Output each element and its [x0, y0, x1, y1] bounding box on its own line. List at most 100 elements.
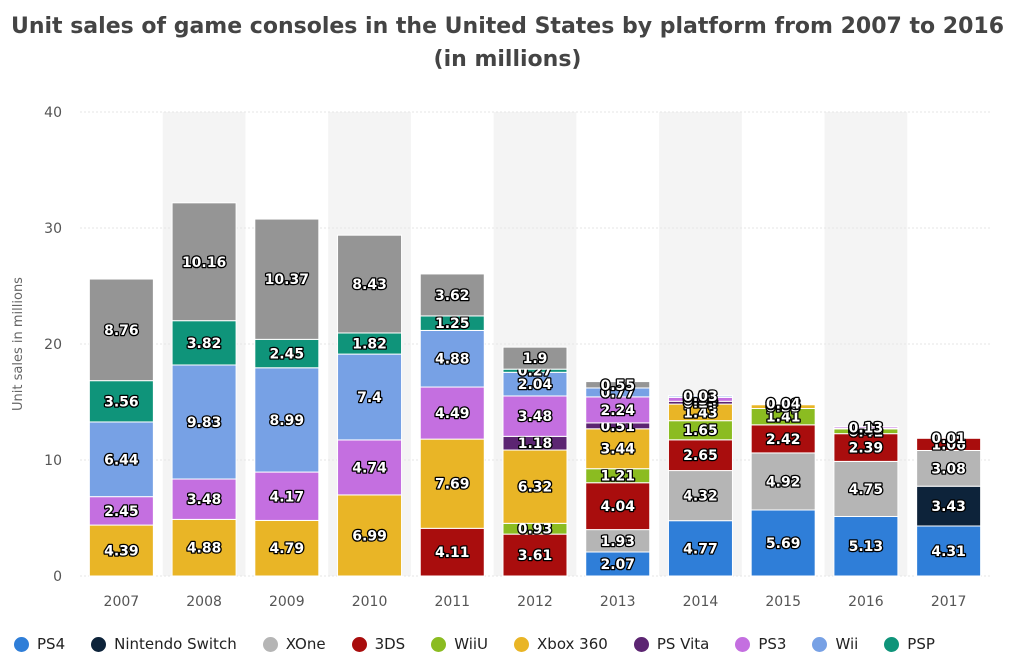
x-tick-label: 2008 [186, 594, 222, 610]
data-label: 0.13 [849, 420, 884, 436]
bar-segment [419, 527, 485, 577]
data-label: 0.77 [600, 385, 635, 401]
legend-swatch-icon [262, 636, 278, 652]
legend-item[interactable]: Xbox 360 [514, 635, 608, 653]
data-label: 5.69 [766, 536, 801, 552]
legend-item[interactable]: Wii [812, 635, 858, 653]
bar-segment [833, 426, 899, 429]
bar-segment [88, 380, 154, 423]
bar-segment [833, 515, 899, 577]
legend-swatch-icon [884, 636, 900, 652]
data-label: 4.17 [270, 489, 305, 505]
data-label: 1.41 [766, 410, 801, 426]
data-label: 2.04 [518, 377, 553, 393]
data-label: 3.43 [931, 499, 966, 515]
bar-segment [833, 433, 899, 462]
data-label: 2.65 [683, 448, 718, 464]
data-label: 3.08 [931, 461, 966, 477]
bar-segment [750, 424, 816, 454]
data-label: 1.06 [931, 437, 966, 453]
data-label: 0.02 [849, 421, 884, 437]
bar-segment [502, 346, 568, 370]
bar-segment [254, 471, 320, 521]
data-label: 4.11 [435, 545, 470, 561]
data-label: 1.18 [518, 436, 553, 452]
bar-segment [254, 218, 320, 340]
data-label: 6.99 [352, 528, 387, 544]
x-tick-label: 2017 [931, 594, 967, 610]
data-label: 9.83 [187, 415, 222, 431]
data-label: 2.07 [600, 557, 635, 573]
bar-segment [171, 364, 237, 480]
bar-segment [419, 438, 485, 529]
x-tick-label: 2011 [434, 594, 470, 610]
bar-segment [502, 533, 568, 577]
x-tick-label: 2010 [352, 594, 388, 610]
data-label: 10.16 [182, 255, 226, 271]
data-label: 0.01 [931, 431, 966, 447]
bar-segment [419, 329, 485, 388]
bar-segment [667, 470, 733, 522]
legend-item[interactable]: 3DS [351, 635, 406, 653]
data-label: 0.55 [600, 378, 635, 394]
legend-swatch-icon [14, 636, 29, 652]
data-label: 4.32 [683, 489, 718, 505]
data-label: 4.79 [270, 541, 305, 557]
legend-item[interactable]: PS3 [735, 635, 786, 653]
bar-segment [833, 460, 899, 517]
bar-segment [88, 421, 154, 498]
bar-segment [750, 452, 816, 511]
legend-label: Nintendo Switch [114, 635, 237, 653]
data-label: 3.48 [518, 409, 553, 425]
bar-segment [171, 518, 237, 577]
bar-segment [88, 524, 154, 577]
legend-label: 3DS [374, 635, 406, 653]
data-label: 2.24 [600, 403, 635, 419]
legend-swatch-icon [514, 636, 530, 652]
legend-item[interactable]: Nintendo Switch [91, 635, 237, 653]
data-label: 4.88 [435, 352, 470, 368]
data-label: 2.39 [849, 441, 884, 457]
data-label: 8.43 [352, 277, 387, 293]
y-axis-label: Unit sales in millions [11, 277, 26, 411]
chart-title: Unit sales of game consoles in the Unite… [0, 10, 1015, 76]
bar-segment [337, 494, 403, 577]
legend-swatch-icon [735, 636, 751, 652]
data-label: 2.42 [766, 432, 801, 448]
legend-item[interactable]: PS Vita [633, 635, 710, 653]
y-tick-label: 10 [44, 453, 62, 469]
data-label: 1.43 [683, 405, 718, 421]
data-label: 1.65 [683, 423, 718, 439]
bar-segment [419, 273, 485, 317]
data-label: 1.25 [435, 316, 470, 332]
legend-label: WiiU [454, 635, 489, 653]
bar-segment [171, 202, 237, 322]
legend-label: PS Vita [656, 635, 710, 653]
x-tick-label: 2014 [683, 594, 719, 610]
bar-segment [585, 396, 651, 424]
data-label: 6.44 [104, 452, 139, 468]
legend-item[interactable]: WiiU [431, 635, 488, 653]
bar-segment [171, 320, 237, 366]
y-tick-label: 20 [44, 337, 62, 353]
data-label: 4.77 [683, 541, 718, 557]
legend-item[interactable]: PS4 [14, 635, 65, 653]
chart-title-main: Unit sales of game consoles in the Unite… [10, 14, 1005, 39]
data-label: 7.4 [357, 390, 382, 406]
legend-label: PS4 [37, 635, 66, 653]
data-label: 3.82 [187, 336, 222, 352]
chart-subtitle: (in millions) [433, 47, 582, 72]
data-label: 5.13 [849, 539, 884, 555]
legend-swatch-icon [633, 636, 649, 652]
legend-item[interactable]: PSP [884, 635, 935, 653]
data-label: 0.12 [683, 390, 718, 406]
data-label: 3.56 [104, 394, 139, 410]
legend-label: Xbox 360 [537, 635, 608, 653]
bar-segment [337, 439, 403, 496]
data-label: 3.61 [518, 548, 553, 564]
data-label: 4.74 [352, 460, 387, 476]
legend-item[interactable]: XOne [262, 635, 326, 653]
legend-swatch-icon [351, 636, 367, 652]
data-label: 10.37 [265, 272, 309, 288]
